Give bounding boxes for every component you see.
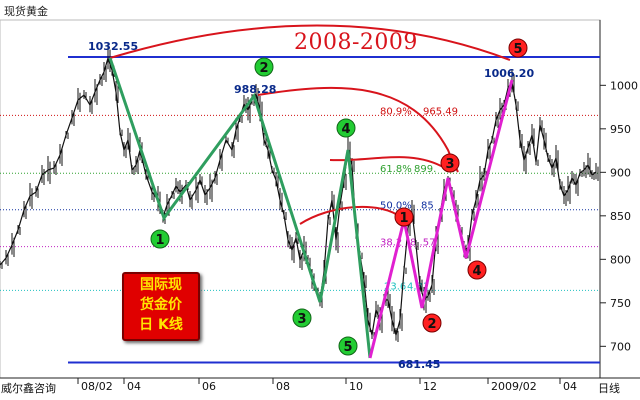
red-marker-circle xyxy=(440,153,460,173)
red-wave-marker: 5 xyxy=(508,38,528,58)
magenta-wave-line xyxy=(368,79,514,359)
red-wave-marker: 4 xyxy=(467,260,487,280)
green-marker-circle xyxy=(336,118,356,138)
red-marker-circle xyxy=(394,207,414,227)
instrument-title: 现货黄金 xyxy=(4,5,48,18)
major-arc xyxy=(109,24,511,61)
y-tick-label: 1000 xyxy=(610,79,638,92)
red-wave-marker: 1 xyxy=(394,207,414,227)
fib-level-label: 50.0% xyxy=(380,201,412,212)
red-wave-marker: 3 xyxy=(440,153,460,173)
red-marker-circle xyxy=(508,38,528,58)
red-marker-number: 1 xyxy=(399,211,408,226)
green-wave-marker: 2 xyxy=(254,57,274,77)
x-tick-label: 06 xyxy=(202,380,216,393)
price-label: 681.45 xyxy=(398,358,440,371)
y-tick-label: 950 xyxy=(610,123,631,136)
green-wave-marker: 1 xyxy=(150,229,170,249)
green-wave-marker: 3 xyxy=(292,308,312,328)
green-marker-circle xyxy=(150,229,170,249)
green-wave-line xyxy=(108,57,372,359)
green-wave-marker: 5 xyxy=(338,336,358,356)
fib-level-price: 899. xyxy=(414,164,436,175)
x-tick-label: 2009/02 xyxy=(491,380,537,393)
fib-level-label: 38.2 xyxy=(380,238,402,249)
green-marker-circle xyxy=(254,57,274,77)
vendor-label: 威尔鑫咨询 xyxy=(1,382,56,395)
green-marker-number: 2 xyxy=(259,61,268,76)
arc-wave-4 xyxy=(329,156,446,169)
fib-level-price: 965.49 xyxy=(423,106,458,117)
fib-level-label: 23.6 xyxy=(384,281,406,292)
price-label: 1032.55 xyxy=(88,40,138,53)
green-marker-number: 1 xyxy=(155,233,164,248)
x-tick-label: 10 xyxy=(349,380,363,393)
red-marker-number: 5 xyxy=(513,42,522,57)
x-tick-label: 08/02 xyxy=(81,380,113,393)
red-wave-marker: 2 xyxy=(422,313,442,333)
fib-level-price: 85 xyxy=(421,201,434,212)
green-marker-circle xyxy=(292,308,312,328)
red-marker-number: 4 xyxy=(472,264,481,279)
stamp-line-1: 国际现 xyxy=(140,277,182,293)
price-label: 1006.20 xyxy=(484,67,534,80)
green-marker-number: 5 xyxy=(343,340,352,355)
period-label[interactable]: 日线 xyxy=(598,382,620,395)
red-marker-circle xyxy=(467,260,487,280)
price-label: 988.28 xyxy=(234,83,276,96)
green-marker-number: 4 xyxy=(341,122,350,137)
green-wave-marker: 4 xyxy=(336,118,356,138)
y-tick-label: 900 xyxy=(610,166,631,179)
y-tick-label: 750 xyxy=(610,297,631,310)
fib-level-label: 80.9% xyxy=(380,106,412,117)
x-tick-label: 04 xyxy=(563,380,577,393)
green-marker-number: 3 xyxy=(297,312,306,327)
x-tick-label: 04 xyxy=(127,380,141,393)
y-tick-label: 850 xyxy=(610,210,631,223)
green-marker-circle xyxy=(338,336,358,356)
red-marker-number: 2 xyxy=(427,317,436,332)
x-tick-label: 12 xyxy=(423,380,437,393)
fib-level-price: 8 .57 xyxy=(410,238,435,249)
x-tick-label: 08 xyxy=(276,380,290,393)
red-marker-circle xyxy=(422,313,442,333)
y-tick-label: 800 xyxy=(610,253,631,266)
chart-stamp: 国际现 货金价 日 K线 xyxy=(122,272,200,341)
y-tick-label: 700 xyxy=(610,340,631,353)
fib-level-label: 61.8% xyxy=(380,164,412,175)
red-marker-number: 3 xyxy=(445,157,454,172)
stamp-line-2: 货金价 xyxy=(140,297,182,313)
stamp-line-3: 日 K线 xyxy=(139,317,183,333)
chart-title: 2008-2009 xyxy=(294,30,418,55)
